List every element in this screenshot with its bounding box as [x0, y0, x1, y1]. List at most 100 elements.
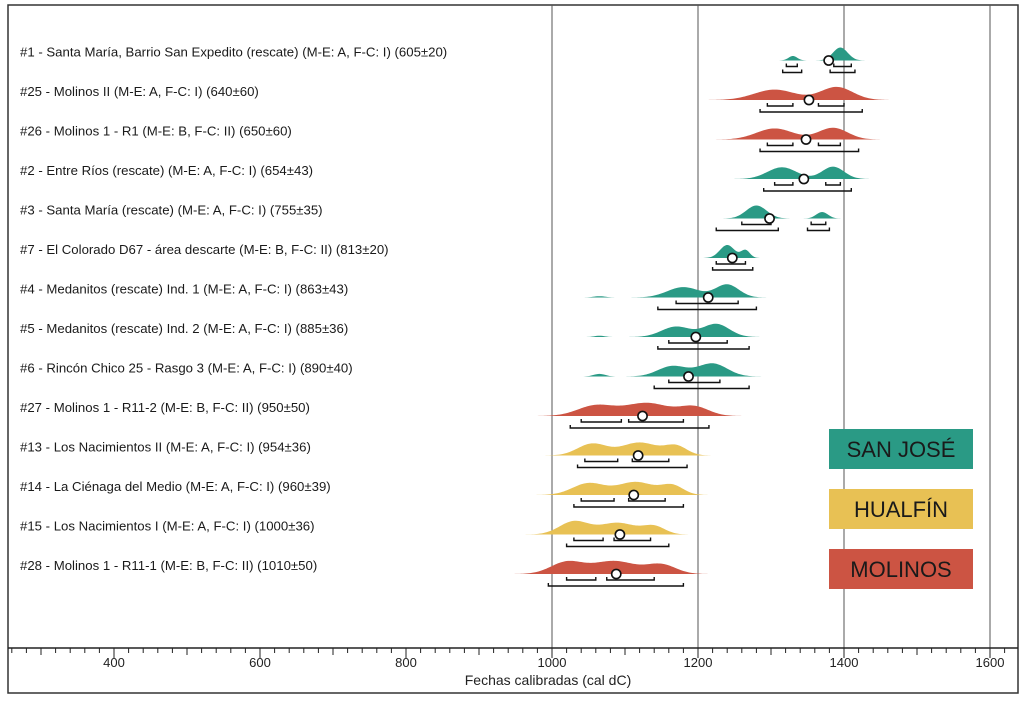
- range-68-bracket: [565, 577, 597, 581]
- median-marker: [726, 252, 738, 264]
- median-marker: [690, 331, 702, 343]
- density-curve: [619, 86, 955, 100]
- sample-row: #15 - Los Nacimientos I (M-E: A, F-C: I)…: [20, 519, 766, 548]
- density-curve: [430, 520, 766, 535]
- range-95-bracket: [711, 267, 754, 271]
- legend-swatch: [829, 429, 973, 469]
- sample-row: #26 - Molinos 1 - R1 (M-E: B, F-C: II) (…: [20, 124, 952, 153]
- legend-item: HUALFÍN: [829, 489, 973, 529]
- legend-label: SAN JOSÉ: [847, 437, 956, 462]
- range-95-bracket: [759, 109, 863, 113]
- sample-label: #15 - Los Nacimientos I (M-E: A, F-C: I)…: [20, 519, 315, 534]
- range-68-bracket: [580, 419, 623, 423]
- legend-swatch: [829, 489, 973, 529]
- range-68-bracket: [606, 577, 655, 581]
- sample-label: #4 - Medanitos (rescate) Ind. 1 (M-E: A,…: [20, 282, 348, 297]
- legend-item: MOLINOS: [829, 549, 973, 589]
- density-curve: [444, 481, 780, 495]
- range-68-bracket: [573, 537, 604, 542]
- sample-label: #26 - Molinos 1 - R1 (M-E: B, F-C: II) (…: [20, 124, 292, 139]
- range-68-bracket: [668, 379, 721, 384]
- x-tick-label-1400: 1400: [830, 655, 859, 670]
- range-68-bracket: [627, 498, 666, 502]
- range-68-bracket: [580, 498, 615, 502]
- sample-row: #28 - Molinos 1 - R11-1 (M-E: B, F-C: II…: [20, 558, 763, 587]
- legend: SAN JOSÉ HUALFÍN MOLINOS: [829, 429, 973, 589]
- density-curve: [614, 166, 950, 179]
- range-95-bracket: [653, 385, 750, 390]
- range-68-bracket: [817, 103, 845, 107]
- sample-label: #28 - Molinos 1 - R11-1 (M-E: B, F-C: II…: [20, 558, 317, 573]
- range-95-bracket: [573, 504, 685, 508]
- range-95-bracket: [781, 69, 803, 74]
- range-68-bracket: [715, 261, 747, 265]
- range-95-bracket: [715, 227, 779, 232]
- range-68-bracket: [833, 63, 852, 68]
- density-curve: [616, 127, 952, 140]
- legend-swatch: [829, 549, 973, 589]
- density-curve: [518, 284, 855, 298]
- sample-label: #14 - La Ciénaga del Medio (M-E: A, F-C:…: [20, 479, 331, 494]
- sample-label: #7 - El Colorado D67 - área descarte (M-…: [20, 242, 389, 257]
- legend-label: MOLINOS: [850, 557, 951, 582]
- sample-label: #5 - Medanitos (rescate) Ind. 2 (M-E: A,…: [20, 321, 348, 336]
- x-tick-label-1200: 1200: [684, 655, 713, 670]
- x-tick-label-1600: 1600: [976, 655, 1005, 670]
- range-95-bracket: [547, 583, 685, 587]
- samples-layer: #1 - Santa María, Barrio San Expedito (r…: [20, 45, 975, 587]
- range-68-bracket: [810, 221, 827, 226]
- sample-row: #4 - Medanitos (rescate) Ind. 1 (M-E: A,…: [20, 282, 855, 311]
- density-curve: [426, 560, 763, 574]
- median-marker: [798, 173, 810, 185]
- sample-label: #13 - Los Nacimientos II (M-E: A, F-C: I…: [20, 440, 311, 455]
- range-68-bracket: [613, 537, 652, 542]
- density-curve: [452, 402, 789, 416]
- range-68-bracket: [631, 458, 670, 463]
- range-95-bracket: [576, 464, 688, 469]
- density-curve: [506, 323, 842, 337]
- median-marker: [614, 529, 626, 540]
- legend-label: HUALFÍN: [854, 497, 948, 522]
- density-curve: [579, 205, 916, 219]
- sample-row: #25 - Molinos II (M-E: A, F-C: I) (640±6…: [20, 84, 955, 113]
- median-marker: [803, 94, 815, 106]
- sample-row: #3 - Santa María (rescate) (M-E: A, F-C:…: [20, 203, 916, 232]
- sample-row: #6 - Rincón Chico 25 - Rasgo 3 (M-E: A, …: [20, 361, 835, 390]
- range-68-bracket: [668, 340, 728, 344]
- median-marker: [632, 450, 644, 461]
- density-curve: [448, 442, 785, 456]
- sample-label: #6 - Rincón Chico 25 - Rasgo 3 (M-E: A, …: [20, 361, 353, 376]
- x-tick-label-1000: 1000: [538, 655, 567, 670]
- density-curve: [498, 363, 835, 377]
- median-marker: [764, 213, 775, 224]
- sample-row: #1 - Santa María, Barrio San Expedito (r…: [20, 45, 975, 74]
- x-axis-label: Fechas calibradas (cal dC): [465, 672, 632, 688]
- sample-row: #7 - El Colorado D67 - área descarte (M-…: [20, 242, 879, 271]
- range-68-bracket: [785, 63, 798, 68]
- range-95-bracket: [763, 188, 852, 192]
- x-tick-label-800: 800: [395, 655, 417, 670]
- range-68-bracket: [675, 300, 739, 305]
- range-95-bracket: [759, 148, 860, 153]
- median-marker: [800, 134, 812, 145]
- median-marker: [637, 410, 648, 422]
- range-68-bracket: [773, 182, 794, 186]
- sample-label: #27 - Molinos 1 - R11-2 (M-E: B, F-C: II…: [20, 400, 310, 415]
- range-95-bracket: [657, 306, 758, 311]
- range-95-bracket: [657, 346, 750, 350]
- range-68-bracket: [766, 142, 794, 147]
- range-95-bracket: [565, 543, 670, 548]
- x-tick-label-400: 400: [103, 655, 125, 670]
- range-68-bracket: [766, 103, 794, 107]
- median-marker: [823, 55, 835, 66]
- sample-row: #5 - Medanitos (rescate) Ind. 2 (M-E: A,…: [20, 321, 842, 350]
- range-68-bracket: [627, 419, 685, 423]
- sample-row: #14 - La Ciénaga del Medio (M-E: A, F-C:…: [20, 479, 780, 508]
- range-68-bracket: [584, 458, 619, 463]
- median-marker: [610, 568, 622, 580]
- sample-label: #2 - Entre Ríos (rescate) (M-E: A, F-C: …: [20, 163, 313, 178]
- range-68-bracket: [825, 182, 842, 186]
- x-axis: 400 600 800 1000 1200 1400 1600: [8, 647, 1018, 670]
